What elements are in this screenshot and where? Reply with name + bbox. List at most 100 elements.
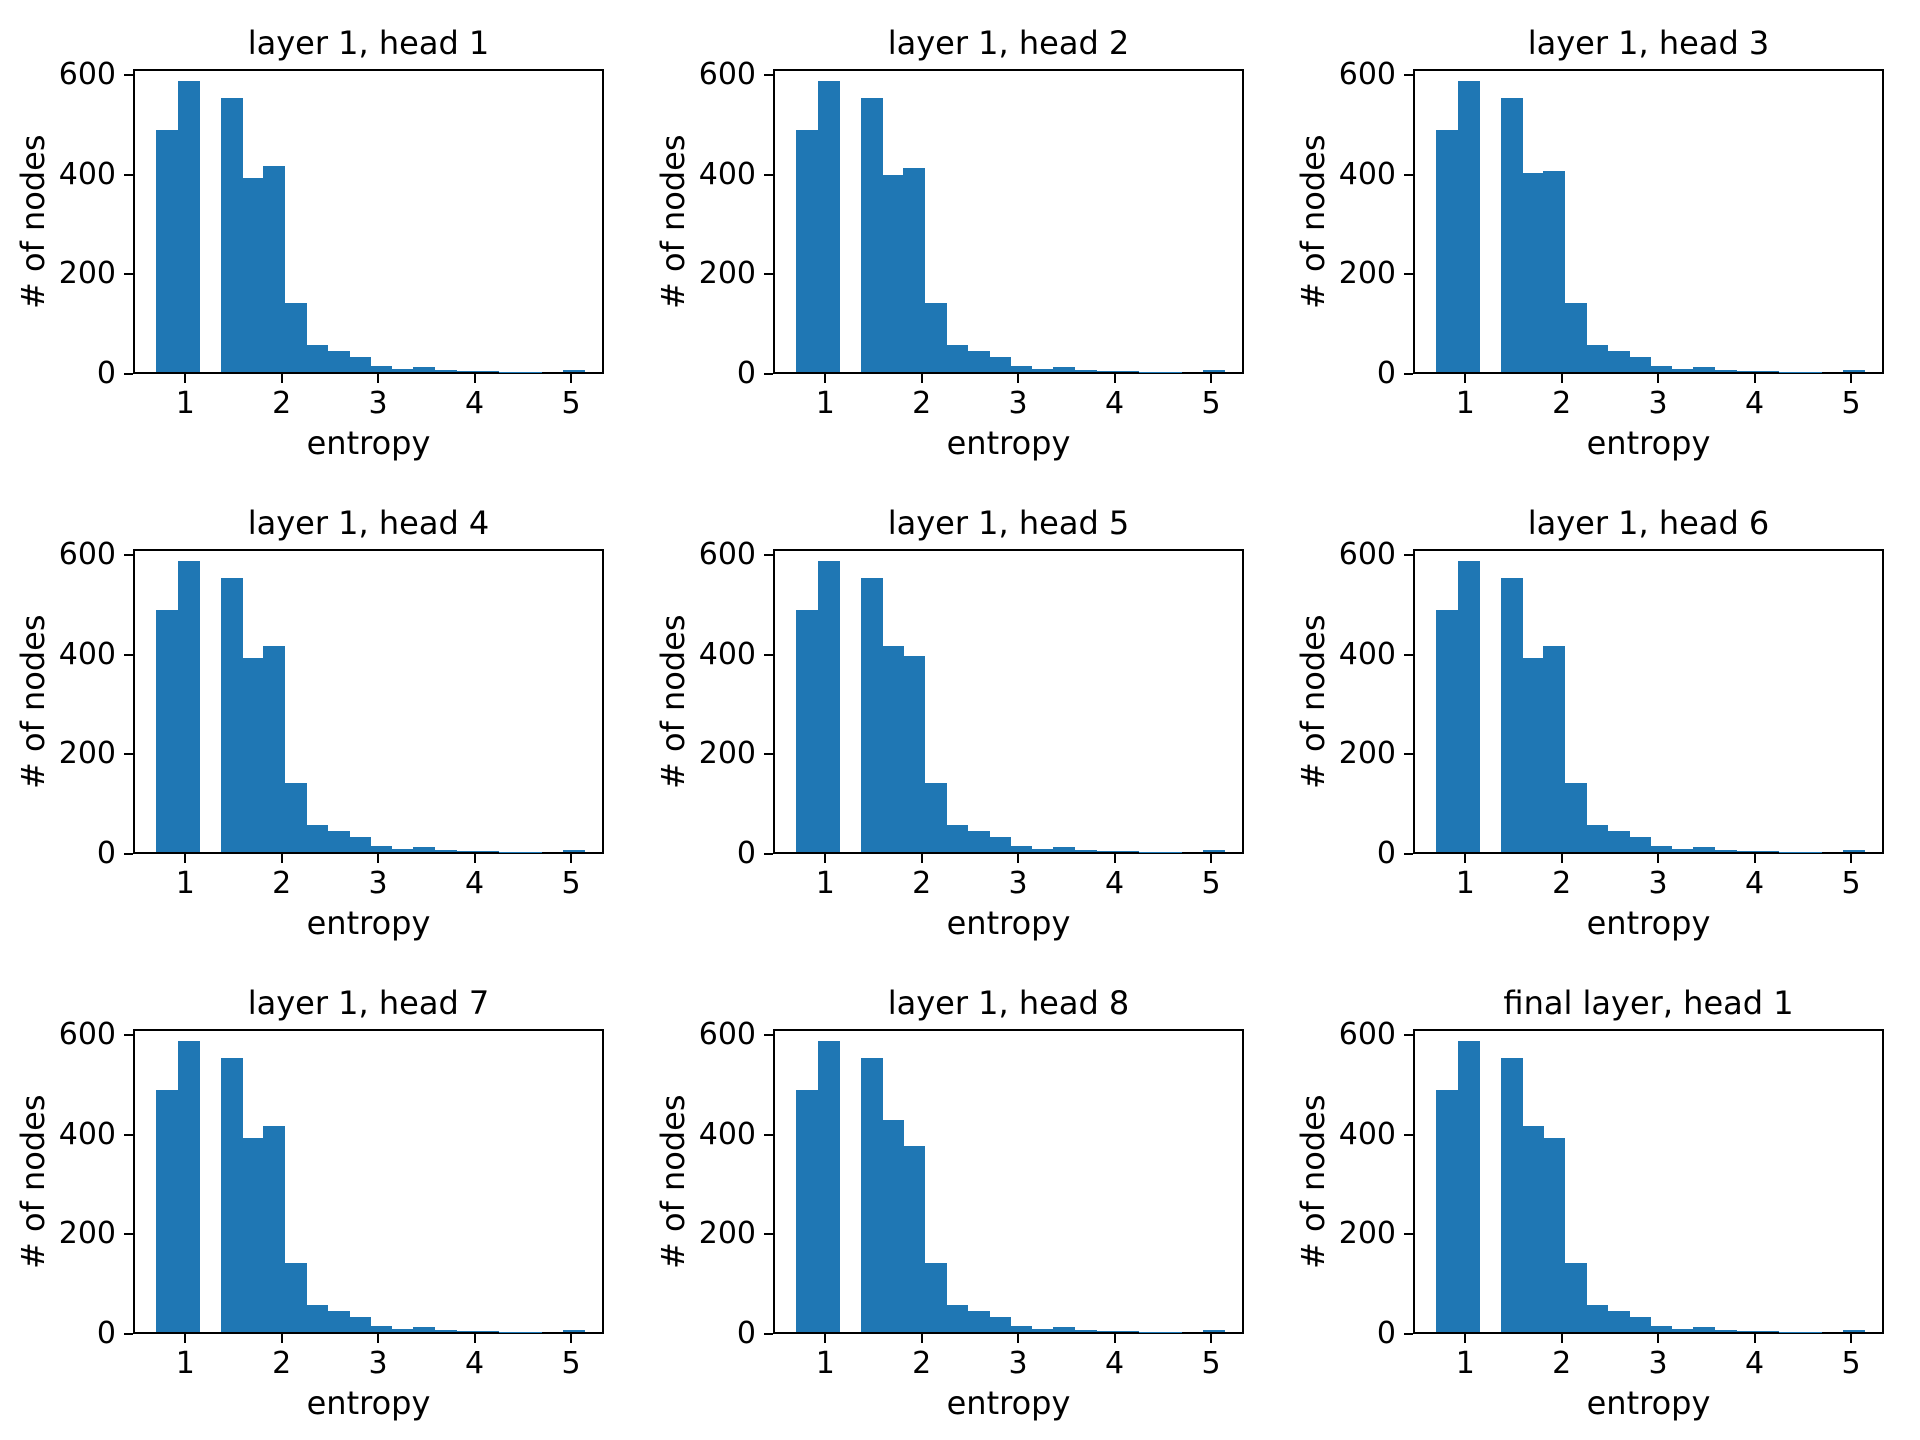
histogram-bar: [1843, 370, 1866, 372]
y-tick-label: 400: [58, 636, 116, 672]
x-tick-label: 5: [1841, 1346, 1861, 1381]
y-tick-label: 400: [698, 1116, 756, 1152]
x-tick: [1017, 1334, 1020, 1343]
histogram-bar: [989, 1317, 1011, 1332]
y-tick-label: 600: [58, 57, 116, 92]
histogram-bar: [284, 783, 307, 852]
histogram-bar: [413, 847, 436, 852]
y-tick: [1404, 1333, 1413, 1335]
histogram-bar: [1757, 851, 1780, 852]
y-tick: [124, 1133, 133, 1136]
plot-frame: [1413, 69, 1884, 374]
x-tick: [1113, 854, 1116, 863]
histogram-bar: [903, 168, 926, 372]
histogram-bar: [563, 370, 586, 372]
x-tick: [1560, 1334, 1563, 1343]
histogram-bar: [1160, 371, 1183, 372]
histogram-bar: [1736, 1330, 1759, 1332]
x-tick-label: 1: [815, 866, 835, 901]
histogram-bar: [1457, 81, 1480, 372]
histogram-bar: [220, 577, 243, 852]
x-tick-label: 2: [912, 386, 932, 421]
histogram-bar: [1500, 97, 1523, 372]
histogram-bar: [263, 1126, 286, 1332]
y-tick: [124, 1034, 133, 1036]
histogram-bar: [1800, 371, 1823, 372]
histogram-bar: [1607, 831, 1630, 852]
x-tick-label: 4: [1745, 386, 1765, 421]
histogram-bar: [220, 1057, 243, 1332]
histogram-bar: [1543, 171, 1566, 372]
subplot-layer-1-head-2: layer 1, head 2 1 2 3 4 5 0 200 400 600 entropy # o…: [640, 0, 1280, 480]
x-tick-label: 5: [1201, 1346, 1221, 1381]
y-tick-label: 0: [96, 356, 116, 391]
subplot-title: layer 1, head 7: [247, 984, 490, 1022]
x-tick-label: 5: [1841, 866, 1861, 901]
histogram-bar: [1736, 370, 1759, 372]
histogram-bar: [1031, 848, 1054, 852]
plot-frame: [773, 549, 1244, 854]
y-tick-label: 400: [58, 156, 116, 192]
x-tick-label: 4: [1745, 1346, 1765, 1381]
histogram-bar: [1543, 646, 1566, 852]
histogram-bar: [1053, 367, 1076, 372]
x-tick-label: 2: [272, 386, 292, 421]
x-tick: [1850, 374, 1852, 383]
histogram-bar: [860, 97, 883, 372]
x-tick: [1850, 1334, 1852, 1343]
y-tick-label: 400: [58, 1116, 116, 1152]
histogram-bar: [563, 850, 586, 852]
x-tick: [824, 1334, 827, 1343]
histogram-bar: [1714, 1329, 1737, 1332]
histogram-bar: [967, 1311, 990, 1332]
x-tick-label: 3: [1648, 386, 1668, 421]
y-axis-label: # of nodes: [14, 134, 52, 309]
histogram-bar: [1522, 172, 1544, 372]
x-tick-label: 4: [1745, 866, 1765, 901]
histogram-bar: [1629, 1317, 1651, 1332]
y-tick-label: 200: [1338, 736, 1396, 772]
y-tick: [1404, 173, 1413, 176]
x-tick-label: 4: [465, 1346, 485, 1381]
histogram-bar: [1138, 851, 1161, 852]
y-tick-label: 0: [96, 1316, 116, 1351]
histogram-bar: [1757, 371, 1780, 372]
x-tick-label: 1: [815, 386, 835, 421]
histogram-bar: [1074, 1329, 1097, 1332]
x-tick: [824, 854, 827, 863]
x-axis-label: entropy: [306, 1384, 431, 1422]
histogram-bar: [413, 1327, 436, 1332]
histogram-bar: [263, 646, 286, 852]
x-tick: [280, 1334, 283, 1343]
x-tick-label: 1: [1455, 1346, 1475, 1381]
x-tick-label: 3: [1008, 386, 1028, 421]
plot-frame: [1413, 1029, 1884, 1334]
y-tick-label: 400: [1338, 1116, 1396, 1152]
x-tick-label: 1: [815, 1346, 835, 1381]
histogram-bar: [391, 368, 414, 372]
x-tick: [377, 854, 380, 863]
subplot-layer-1-head-3: layer 1, head 3 1 2 3 4 5 0 200 400 600 entropy # o…: [1280, 0, 1920, 480]
x-tick-label: 4: [1105, 866, 1125, 901]
subplot-layer-1-head-4: layer 1, head 4 1 2 3 4 5 0 200 400 600 entropy # o…: [0, 480, 640, 960]
histogram-bar: [1522, 1126, 1544, 1332]
histogram-bar: [498, 851, 521, 852]
histogram-bar: [1693, 1327, 1716, 1332]
x-tick: [920, 374, 923, 383]
y-tick-label: 200: [1338, 1216, 1396, 1252]
y-tick: [1404, 753, 1413, 756]
histogram-bar: [1096, 850, 1119, 852]
histogram-bar: [1117, 851, 1140, 852]
histogram-bar: [1607, 1311, 1630, 1332]
y-axis-label: # of nodes: [14, 614, 52, 789]
histogram-bar: [1074, 849, 1097, 852]
histogram-bar: [370, 365, 393, 372]
histogram-bar: [967, 351, 990, 372]
x-tick-label: 1: [175, 1346, 195, 1381]
x-tick: [920, 854, 923, 863]
x-tick-label: 2: [912, 866, 932, 901]
x-tick: [1753, 1334, 1756, 1343]
y-tick: [1404, 554, 1413, 556]
subplot-title: layer 1, head 2: [887, 24, 1130, 62]
histogram-bar: [796, 130, 819, 372]
